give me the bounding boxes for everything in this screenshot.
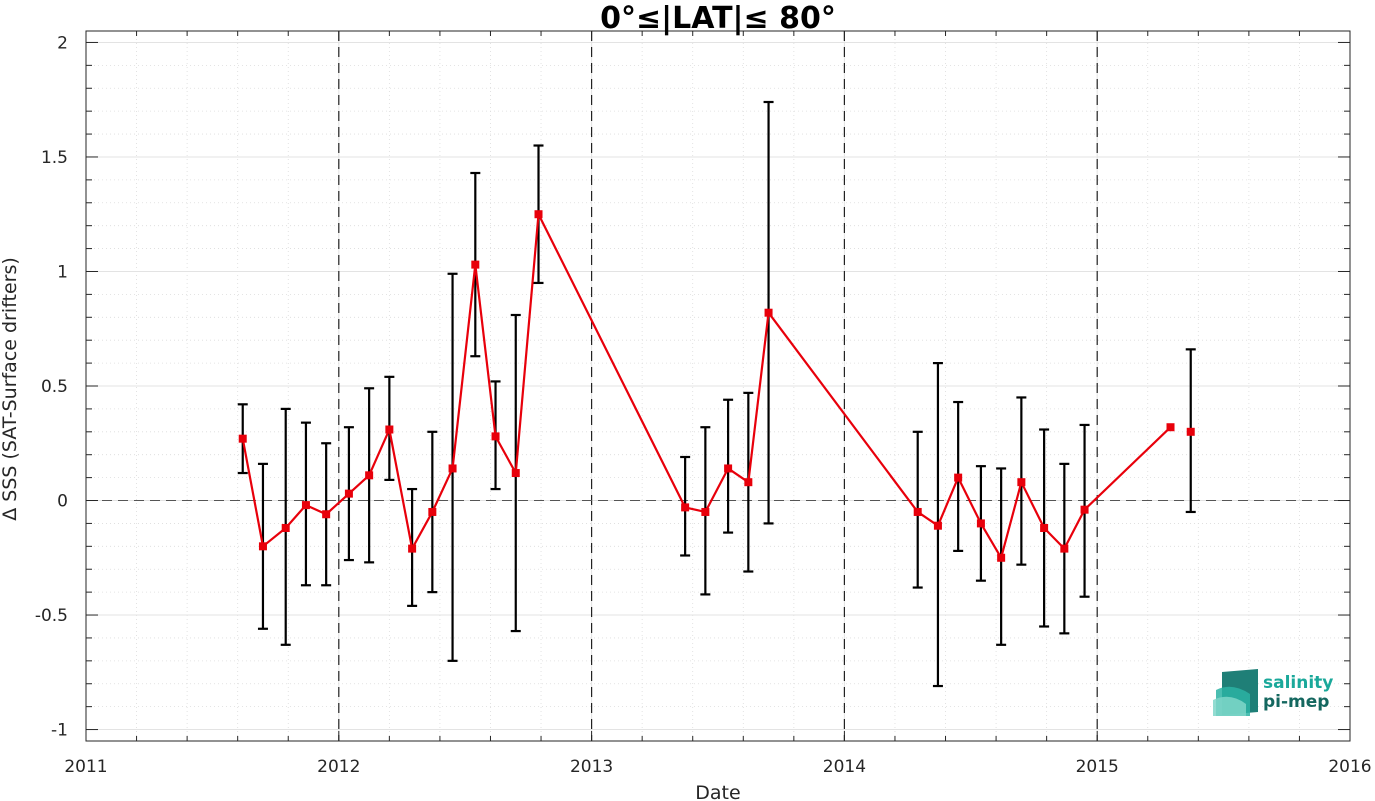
- y-tick-labels: -1 -0.5 0 0.5 1 1.5 2: [35, 33, 68, 740]
- data-point: [1186, 427, 1195, 436]
- data-point: [997, 553, 1006, 562]
- data-point: [744, 478, 753, 487]
- data-point: [1166, 423, 1175, 432]
- x-tick-label: 2014: [823, 757, 866, 777]
- y-tick-label: 2: [57, 33, 68, 53]
- data-point: [534, 210, 543, 219]
- y-tick-label: -0.5: [35, 606, 68, 626]
- data-point: [238, 434, 247, 443]
- reference-lines: [86, 31, 1350, 741]
- data-point: [491, 432, 500, 441]
- data-point: [471, 260, 480, 269]
- data-point: [724, 464, 733, 473]
- x-tick-label: 2011: [64, 757, 107, 777]
- data-point: [1040, 524, 1049, 532]
- y-axis-label: Δ SSS (SAT-Surface drifters): [0, 257, 21, 521]
- data-point: [408, 544, 417, 553]
- data-point: [1080, 505, 1089, 514]
- data-point: [1017, 478, 1026, 487]
- salinity-pimep-logo-icon: [1213, 669, 1258, 716]
- x-tick-label: 2016: [1328, 757, 1371, 777]
- data-point: [764, 308, 773, 317]
- data-point: [428, 507, 437, 516]
- x-tick-label: 2013: [570, 757, 613, 777]
- data-point: [301, 501, 310, 510]
- salinity-pimep-logo: salinity pi-mep: [1213, 669, 1333, 716]
- y-tick-label: 1: [57, 262, 68, 282]
- x-tick-label: 2015: [1076, 757, 1119, 777]
- axes-box: [85, 30, 1351, 742]
- data-point: [1060, 544, 1069, 553]
- x-tick-label: 2012: [317, 757, 360, 777]
- data-point: [281, 524, 290, 532]
- x-axis-label: Date: [695, 782, 740, 801]
- data-point: [365, 471, 374, 480]
- data-point: [385, 425, 394, 434]
- data-point: [448, 464, 457, 473]
- logo-line1: salinity: [1263, 673, 1333, 693]
- data-point: [701, 507, 710, 516]
- y-tick-label: -1: [51, 721, 68, 741]
- data-point: [258, 542, 267, 551]
- data-point: [511, 469, 520, 478]
- data-point: [913, 507, 922, 516]
- data-point: [976, 519, 985, 528]
- data-point: [322, 510, 331, 519]
- y-tick-label: 1.5: [41, 148, 68, 168]
- data-markers: [238, 210, 1195, 562]
- data-point: [933, 521, 942, 530]
- data-point: [344, 489, 353, 498]
- data-point: [954, 473, 963, 482]
- logo-line2: pi-mep: [1263, 692, 1329, 712]
- y-tick-label: 0.5: [41, 377, 68, 397]
- error-bars: [237, 100, 1196, 688]
- y-tick-label: 0: [57, 492, 68, 512]
- chart-title: 0°≤|LAT|≤ 80°: [600, 1, 836, 36]
- x-tick-labels: 2011 2012 2013 2014 2015 2016: [64, 757, 1371, 777]
- grid: [85, 31, 1351, 741]
- data-point: [681, 503, 690, 512]
